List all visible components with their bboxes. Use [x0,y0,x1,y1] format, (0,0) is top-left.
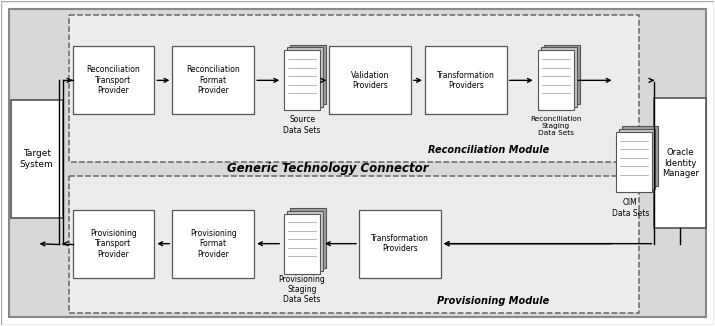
Text: Reconciliation Module: Reconciliation Module [428,145,550,155]
Bar [290,45,326,104]
Bar [616,132,652,192]
Bar [359,210,441,277]
Text: Generic Technology Connector: Generic Technology Connector [227,162,428,175]
Text: Provisioning Module: Provisioning Module [438,296,550,306]
Bar [284,214,320,274]
Bar [543,45,580,104]
Bar [290,208,326,268]
Bar [287,48,323,107]
Bar [172,210,255,277]
Text: Reconciliation
Staging
Data Sets: Reconciliation Staging Data Sets [530,116,581,136]
Text: Provisioning
Staging
Data Sets: Provisioning Staging Data Sets [279,274,325,304]
Bar [72,210,154,277]
Text: Validation
Providers: Validation Providers [351,71,389,90]
Text: Oracle
Identity
Manager: Oracle Identity Manager [662,148,699,178]
Bar [538,51,573,110]
Text: OIM
Data Sets: OIM Data Sets [612,198,649,217]
Bar [284,51,320,110]
Bar [654,98,706,228]
Text: Source
Data Sets: Source Data Sets [283,115,321,135]
Bar [623,126,659,186]
Bar [11,100,63,218]
Bar [425,47,507,114]
Bar [619,129,656,189]
Bar [287,211,323,271]
Bar [72,47,154,114]
Text: Transformation
Providers: Transformation Providers [437,71,495,90]
Text: Reconciliation
Format
Provider: Reconciliation Format Provider [187,66,240,95]
Bar [172,47,255,114]
Bar [69,176,639,313]
Text: Transformation
Providers: Transformation Providers [371,234,429,253]
Text: Provisioning
Transport
Provider: Provisioning Transport Provider [90,229,137,259]
Bar [69,15,639,162]
Text: Target
System: Target System [20,149,54,169]
Bar [329,47,411,114]
Text: Reconciliation
Transport
Provider: Reconciliation Transport Provider [87,66,140,95]
Text: Provisioning
Format
Provider: Provisioning Format Provider [190,229,237,259]
Bar [541,48,576,107]
